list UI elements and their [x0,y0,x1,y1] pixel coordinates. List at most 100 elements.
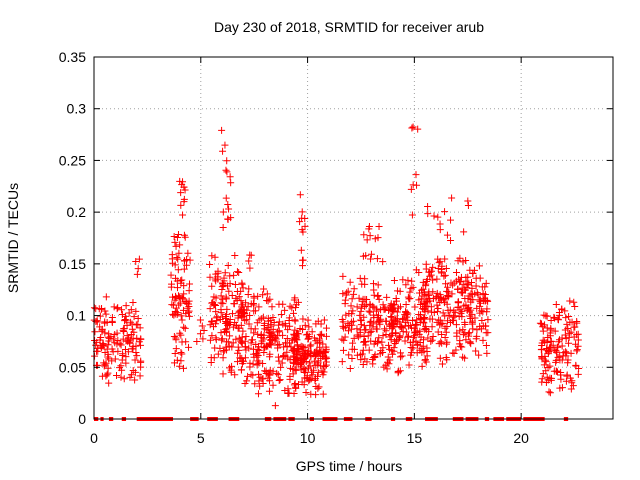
data-point [444,283,452,291]
data-point [224,201,232,208]
data-point [267,316,275,324]
data-point [538,375,546,383]
data-point [220,348,228,356]
data-point [393,318,401,326]
data-point [380,325,388,333]
data-point [219,313,227,321]
data-point [423,275,431,283]
data-point [118,311,126,319]
data-point [235,324,243,332]
data-point [170,233,178,241]
data-point [402,301,410,309]
data-point [220,277,228,285]
data-point [235,268,243,276]
data-point [554,316,562,324]
data-point [174,292,182,300]
data-point [179,306,187,314]
data-point [199,335,207,343]
data-point [539,370,547,378]
data-point [340,324,348,332]
data-point [271,402,279,410]
data-point [180,323,188,331]
data-point [312,348,320,356]
data-point [379,301,387,309]
data-point [433,308,441,316]
data-point [93,318,101,326]
data-point [224,338,232,346]
data-point [383,365,391,373]
data-point [290,296,298,304]
data-point [232,335,240,343]
data-point [179,364,187,372]
data-point [391,337,399,345]
data-point [266,341,274,349]
data-point [243,377,251,385]
data-point [406,288,414,296]
data-point [552,347,560,355]
data-point [573,347,581,355]
data-point [212,277,220,285]
data-point [454,304,462,312]
data-point [448,194,456,202]
data-point [372,307,380,315]
data-point [338,335,346,343]
data-point [360,338,368,346]
data-point [467,296,475,304]
data-point [297,365,305,373]
data-point [136,372,144,380]
data-point [348,355,356,363]
data-point [346,278,354,286]
data-point [196,330,204,338]
data-point [274,353,282,361]
data-point [212,308,220,316]
data-point [238,338,246,346]
data-point [552,367,560,375]
data-point [356,331,364,339]
data-point [255,377,263,385]
data-point [219,147,227,155]
data-point [404,322,412,330]
data-point [371,353,379,361]
data-point [200,326,208,334]
data-point [316,349,324,357]
data-point [382,330,390,338]
data-point [285,314,293,322]
data-point [177,201,185,209]
data-point [244,372,252,380]
data-point [446,319,454,327]
data-point [429,332,437,340]
data-point [483,308,491,316]
data-point [346,364,354,372]
data-point [319,371,327,379]
data-point [450,279,458,287]
data-point [256,382,264,390]
data-point [238,333,246,341]
data-point [298,256,306,264]
data-point [297,246,305,254]
x-tick-label: 10 [300,430,316,446]
data-point [408,124,416,132]
data-point [407,284,415,292]
data-point [178,338,186,346]
data-point [429,276,437,284]
data-point [281,306,289,314]
data-point [305,333,313,341]
data-point [210,293,218,301]
data-point [131,356,139,364]
data-point [114,347,122,355]
data-point [222,343,230,351]
data-point [425,291,433,299]
data-point [570,333,578,341]
data-point [562,377,570,385]
data-point [482,342,490,350]
data-point [134,320,142,328]
data-point [265,339,273,347]
data-point [246,359,254,367]
data-point [184,249,192,257]
data-point [206,336,214,344]
data-point [317,354,325,362]
data-point [104,341,112,349]
data-point [422,260,430,268]
data-point [226,332,234,340]
